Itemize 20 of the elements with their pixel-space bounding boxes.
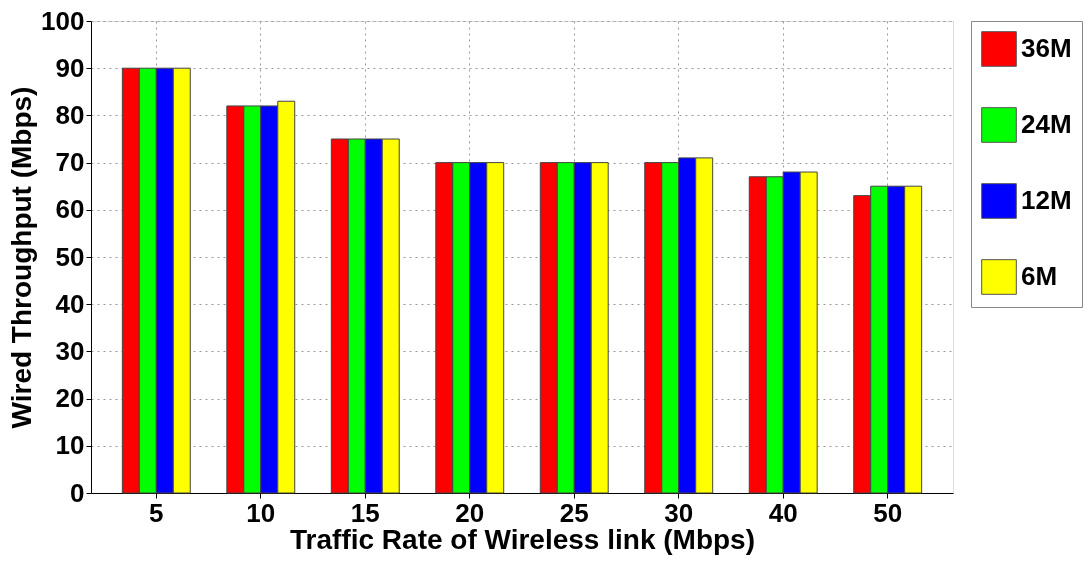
y-tick-label: 70 [55, 147, 85, 178]
legend-label: 6M [1021, 261, 1058, 291]
y-tick-label: 50 [55, 241, 85, 272]
x-tick-label: 50 [873, 497, 903, 528]
x-tick-label: 40 [768, 497, 798, 528]
legend-label: 36M [1021, 33, 1072, 63]
y-tick-label: 30 [55, 335, 85, 366]
y-tick-label: 90 [55, 52, 85, 83]
y-tick-label: 40 [55, 288, 85, 319]
y-tick-label: 80 [55, 99, 85, 130]
y-tick-label: 0 [70, 477, 85, 508]
x-tick-label: 10 [246, 497, 276, 528]
y-axis-title: Wired Throughput (Mbps) [6, 86, 38, 429]
y-tick-label: 20 [55, 383, 85, 414]
y-tick-label: 10 [55, 430, 85, 461]
y-tick-label: 60 [55, 194, 85, 225]
x-tick-label: 5 [149, 497, 164, 528]
legend-label: 24M [1021, 109, 1072, 139]
y-tick-label: 100 [41, 5, 85, 36]
legend-label: 12M [1021, 185, 1072, 215]
